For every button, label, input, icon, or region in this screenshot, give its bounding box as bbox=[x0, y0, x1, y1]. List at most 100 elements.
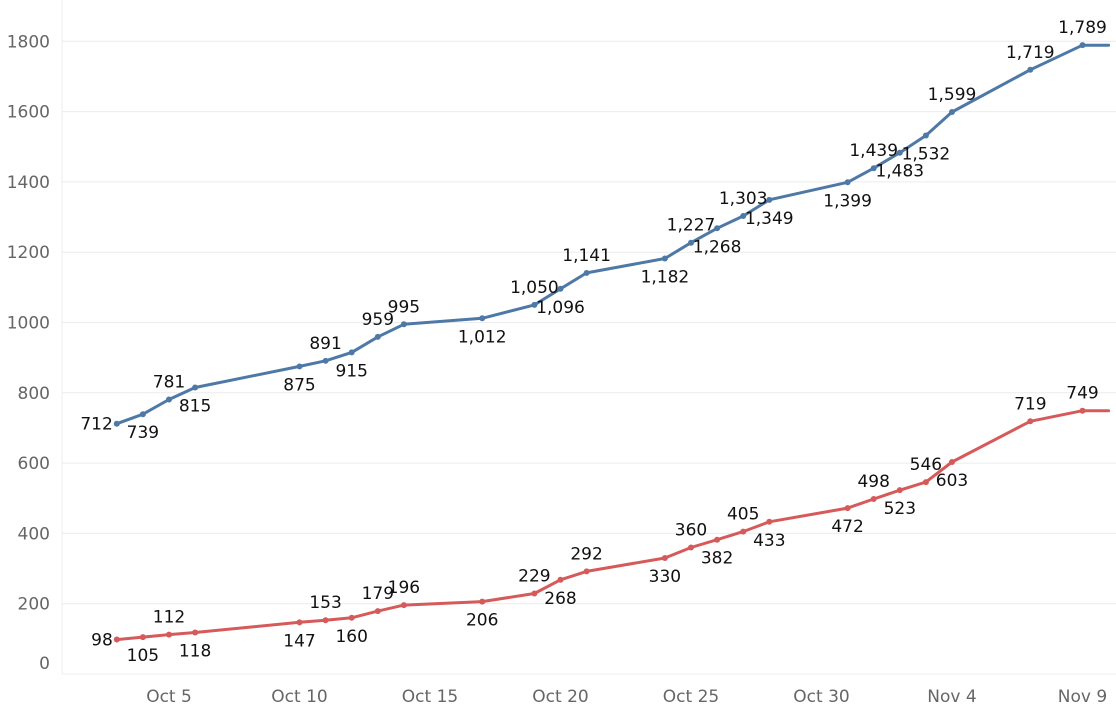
x-tick-label: Nov 4 bbox=[927, 687, 976, 707]
y-tick-label: 400 bbox=[18, 524, 50, 544]
data-point bbox=[714, 225, 721, 232]
data-point bbox=[949, 108, 955, 115]
data-label: 498 bbox=[857, 472, 889, 492]
data-label: 891 bbox=[309, 334, 341, 354]
data-point bbox=[922, 479, 929, 486]
data-point bbox=[896, 487, 903, 494]
data-label: 1,719 bbox=[1006, 43, 1055, 63]
data-point bbox=[1027, 418, 1034, 425]
data-label: 179 bbox=[362, 584, 394, 604]
y-tick-label: 0 bbox=[39, 654, 50, 674]
x-tick-label: Oct 10 bbox=[271, 687, 327, 707]
data-label: 1,096 bbox=[536, 298, 585, 318]
x-tick-label: Oct 30 bbox=[793, 687, 849, 707]
y-tick-label: 1200 bbox=[7, 243, 50, 263]
data-label: 147 bbox=[283, 631, 315, 651]
data-label: 160 bbox=[335, 627, 367, 647]
data-label: 719 bbox=[1014, 394, 1046, 414]
x-tick-label: Oct 15 bbox=[402, 687, 458, 707]
y-tick-label: 1000 bbox=[7, 314, 50, 334]
data-point bbox=[583, 269, 590, 276]
data-point bbox=[740, 528, 747, 535]
data-label: 292 bbox=[570, 544, 602, 564]
data-point bbox=[400, 321, 407, 328]
data-point bbox=[166, 396, 172, 403]
data-point bbox=[139, 411, 146, 418]
data-label: 546 bbox=[910, 455, 942, 475]
data-label: 1,050 bbox=[510, 278, 559, 298]
data-point bbox=[139, 634, 146, 641]
data-point bbox=[400, 602, 407, 609]
data-label: 98 bbox=[91, 631, 113, 651]
data-label: 229 bbox=[518, 567, 550, 587]
data-label: 815 bbox=[179, 397, 211, 417]
x-tick-label: Nov 9 bbox=[1058, 687, 1107, 707]
data-point bbox=[661, 555, 668, 562]
data-label: 1,789 bbox=[1058, 18, 1107, 38]
data-label: 1,532 bbox=[902, 145, 951, 165]
data-label: 268 bbox=[544, 589, 576, 609]
data-point bbox=[896, 149, 903, 156]
data-point bbox=[479, 598, 486, 605]
data-label: 749 bbox=[1066, 384, 1098, 404]
data-label: 1,349 bbox=[745, 209, 794, 229]
data-point bbox=[322, 357, 329, 364]
data-point bbox=[192, 384, 199, 391]
data-label: 112 bbox=[153, 608, 185, 628]
data-label: 1,483 bbox=[875, 162, 924, 182]
data-point bbox=[1079, 42, 1086, 49]
y-tick-label: 1400 bbox=[7, 173, 50, 193]
data-point bbox=[166, 631, 172, 638]
data-point bbox=[557, 576, 564, 583]
data-point bbox=[192, 629, 199, 636]
data-label: 875 bbox=[283, 375, 315, 395]
series-line-0 bbox=[115, 43, 1111, 426]
data-point bbox=[348, 614, 355, 621]
y-tick-label: 200 bbox=[18, 595, 50, 615]
y-tick-label: 1800 bbox=[7, 32, 50, 52]
data-point bbox=[922, 132, 929, 139]
data-label: 105 bbox=[127, 646, 159, 666]
data-point bbox=[348, 349, 355, 356]
data-point bbox=[113, 420, 120, 427]
data-point bbox=[1027, 66, 1034, 73]
data-point bbox=[531, 590, 538, 597]
data-point bbox=[557, 285, 564, 292]
data-point bbox=[374, 608, 381, 615]
data-label: 959 bbox=[362, 310, 394, 330]
data-label: 472 bbox=[831, 517, 863, 537]
data-label: 1,599 bbox=[928, 85, 977, 105]
data-label: 153 bbox=[309, 593, 341, 613]
data-label: 382 bbox=[701, 549, 733, 569]
x-tick-label: Oct 5 bbox=[146, 687, 192, 707]
data-label: 405 bbox=[727, 505, 759, 525]
data-point bbox=[740, 212, 747, 219]
data-label: 433 bbox=[753, 531, 785, 551]
data-label: 360 bbox=[675, 520, 707, 540]
data-point bbox=[688, 239, 694, 246]
data-label: 1,227 bbox=[667, 216, 716, 236]
data-label: 118 bbox=[179, 642, 211, 662]
series-line-1 bbox=[115, 409, 1111, 642]
data-point bbox=[870, 165, 877, 172]
data-point bbox=[661, 255, 668, 262]
data-point bbox=[296, 619, 303, 626]
data-point bbox=[870, 495, 877, 502]
data-label: 603 bbox=[936, 471, 968, 491]
axes: 0 200 400 600 800 1000 1200 1400 1600 1800 Oct 5 Oc… bbox=[7, 32, 1107, 707]
data-point bbox=[322, 617, 329, 624]
data-point bbox=[766, 518, 773, 525]
gridlines bbox=[61, 0, 1116, 675]
data-point bbox=[844, 505, 851, 512]
x-tick-label: Oct 25 bbox=[663, 687, 719, 707]
data-point bbox=[688, 544, 694, 551]
y-tick-label: 800 bbox=[18, 384, 50, 404]
data-label: 330 bbox=[649, 567, 681, 587]
data-point bbox=[296, 363, 303, 370]
data-label: 712 bbox=[80, 415, 112, 435]
data-point bbox=[949, 459, 955, 466]
data-label: 196 bbox=[388, 578, 420, 598]
